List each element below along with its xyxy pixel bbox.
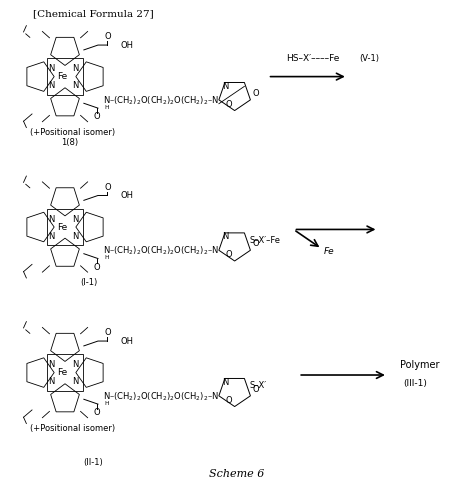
Text: (III-1): (III-1)	[403, 379, 427, 388]
Text: $\mathregular{\underset{H}{N}}$–(CH$_2$)$_2$O(CH$_2$)$_2$O(CH$_2$)$_2$–N: $\mathregular{\underset{H}{N}}$–(CH$_2$)…	[103, 390, 219, 408]
Text: Polymer: Polymer	[400, 360, 439, 370]
Text: N: N	[48, 215, 55, 224]
Text: O: O	[104, 32, 111, 41]
Text: N: N	[48, 360, 55, 369]
Text: Fe: Fe	[57, 368, 68, 377]
Text: (V-1): (V-1)	[359, 54, 380, 62]
Text: 1(8): 1(8)	[61, 138, 78, 146]
Text: (+Positional isomer): (+Positional isomer)	[30, 128, 115, 137]
Text: OH: OH	[120, 191, 133, 200]
Text: $\mathregular{\underset{H}{N}}$–(CH$_2$)$_2$O(CH$_2$)$_2$O(CH$_2$)$_2$–N: $\mathregular{\underset{H}{N}}$–(CH$_2$)…	[103, 245, 219, 263]
Text: N: N	[72, 231, 78, 241]
Text: N: N	[72, 215, 78, 224]
Text: OH: OH	[120, 41, 133, 50]
Text: N: N	[48, 377, 55, 386]
Text: N: N	[48, 64, 55, 73]
Text: (+Positional isomer): (+Positional isomer)	[30, 424, 115, 433]
Text: HS–X′––––Fe: HS–X′––––Fe	[286, 54, 340, 62]
Text: (II-1): (II-1)	[83, 458, 103, 467]
Text: O: O	[93, 408, 100, 417]
Text: N: N	[72, 81, 78, 90]
Text: $\mathregular{\underset{H}{N}}$–(CH$_2$)$_2$O(CH$_2$)$_2$O(CH$_2$)$_2$–N: $\mathregular{\underset{H}{N}}$–(CH$_2$)…	[103, 95, 219, 112]
Text: [Chemical Formula 27]: [Chemical Formula 27]	[33, 9, 154, 18]
Text: O: O	[226, 250, 232, 259]
Text: O: O	[93, 263, 100, 272]
Text: N: N	[72, 360, 78, 369]
Text: OH: OH	[120, 337, 133, 346]
Text: O: O	[253, 89, 259, 98]
Text: (I-1): (I-1)	[80, 278, 97, 287]
Text: Fe: Fe	[57, 72, 68, 81]
Text: S–X′: S–X′	[250, 381, 267, 390]
Text: Fe: Fe	[324, 247, 334, 256]
Text: N: N	[72, 64, 78, 73]
Text: O: O	[253, 385, 259, 394]
Text: O: O	[93, 112, 100, 122]
Text: S–X′–Fe: S–X′–Fe	[250, 236, 281, 244]
Text: O: O	[104, 183, 111, 192]
Text: N: N	[222, 82, 228, 91]
Text: Fe: Fe	[57, 223, 68, 231]
Text: N: N	[48, 231, 55, 241]
Text: N: N	[222, 232, 228, 241]
Text: N: N	[72, 377, 78, 386]
Text: Scheme 6: Scheme 6	[210, 469, 264, 480]
Text: O: O	[226, 100, 232, 109]
Text: N: N	[222, 378, 228, 387]
Text: N: N	[48, 81, 55, 90]
Text: O: O	[226, 396, 232, 405]
Text: O: O	[104, 328, 111, 337]
Text: O: O	[253, 240, 259, 248]
